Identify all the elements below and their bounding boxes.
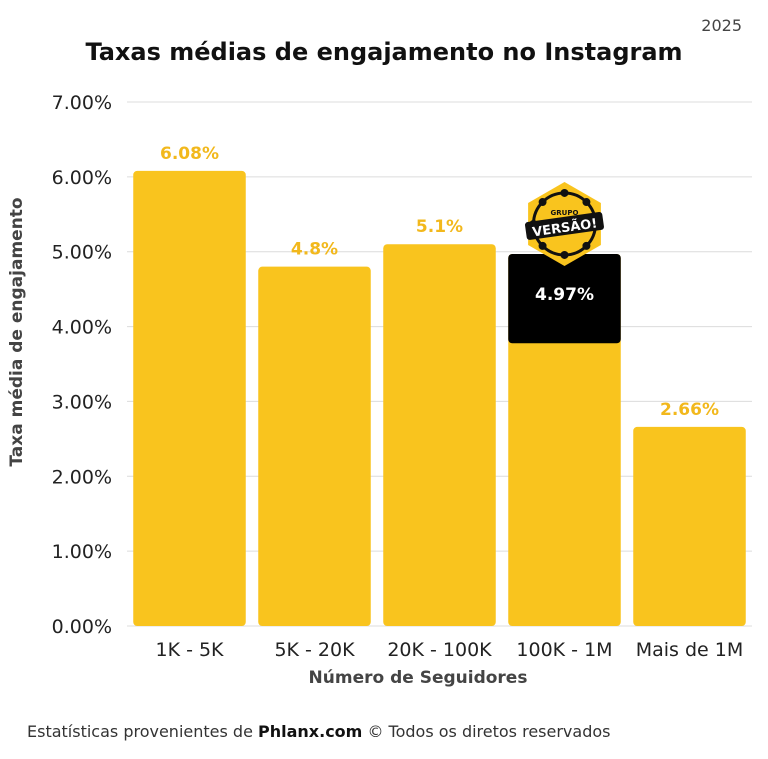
bar-chart: 0.00% 1.00% 2.00% 3.00% 4.00% 5.00% 6.00% 7.00%…	[7, 92, 752, 688]
footer-suffix: Todos os diretos reservados	[383, 722, 611, 741]
bar	[258, 266, 371, 626]
x-tick-label: 20K - 100K	[387, 639, 492, 661]
y-tick-label: 3.00%	[52, 391, 112, 413]
bar	[508, 253, 621, 626]
y-tick-label: 5.00%	[52, 242, 112, 264]
x-tick-labels: 1K - 5K 5K - 20K 20K - 100K 100K - 1M Mais d…	[155, 639, 743, 661]
footer-credit: Estatísticas provenientes de Phlanx.com …	[27, 722, 610, 741]
y-tick-label: 6.00%	[52, 167, 112, 189]
logo-dot	[538, 241, 547, 250]
bar-highlight	[508, 253, 621, 344]
data-labels: 6.08% 4.8% 5.1% 4.97% 2.66%	[160, 144, 719, 420]
logo-dot	[560, 188, 569, 197]
logo-dot	[538, 198, 547, 207]
logo-dot	[560, 250, 569, 259]
year-label: 2025	[701, 16, 742, 35]
data-label: 4.8%	[291, 240, 338, 260]
y-axis-label: Taxa média de engajamento	[7, 197, 27, 466]
copyright-icon: ©	[367, 722, 384, 741]
x-tick-label: 5K - 20K	[274, 639, 355, 661]
x-axis-label: Número de Seguidores	[309, 668, 528, 688]
y-tick-label: 0.00%	[52, 616, 112, 638]
y-tick-label: 7.00%	[52, 92, 112, 114]
x-tick-label: Mais de 1M	[636, 639, 744, 661]
logo-dot	[582, 241, 591, 250]
bar	[133, 170, 246, 626]
y-tick-label: 1.00%	[52, 541, 112, 563]
chart-title: Taxas médias de engajamento no Instagram	[85, 38, 683, 66]
footer-prefix: Estatísticas provenientes de	[27, 722, 258, 741]
bars	[133, 170, 746, 626]
data-label: 2.66%	[660, 400, 719, 420]
logo-banner	[525, 212, 604, 240]
data-label: 6.08%	[160, 144, 219, 164]
bar	[633, 426, 746, 626]
bar	[383, 244, 496, 626]
y-tick-label: 4.00%	[52, 317, 112, 339]
x-tick-label: 100K - 1M	[516, 639, 612, 661]
footer-source: Phlanx.com	[258, 722, 363, 741]
logo-dot	[582, 198, 591, 207]
data-label: 5.1%	[416, 217, 463, 237]
y-tick-label: 2.00%	[52, 466, 112, 488]
data-label: 4.97%	[535, 285, 594, 305]
logo-text-top: GRUPO	[551, 209, 579, 217]
x-tick-label: 1K - 5K	[155, 639, 224, 661]
y-tick-labels: 0.00% 1.00% 2.00% 3.00% 4.00% 5.00% 6.00% 7.00%	[52, 92, 112, 638]
